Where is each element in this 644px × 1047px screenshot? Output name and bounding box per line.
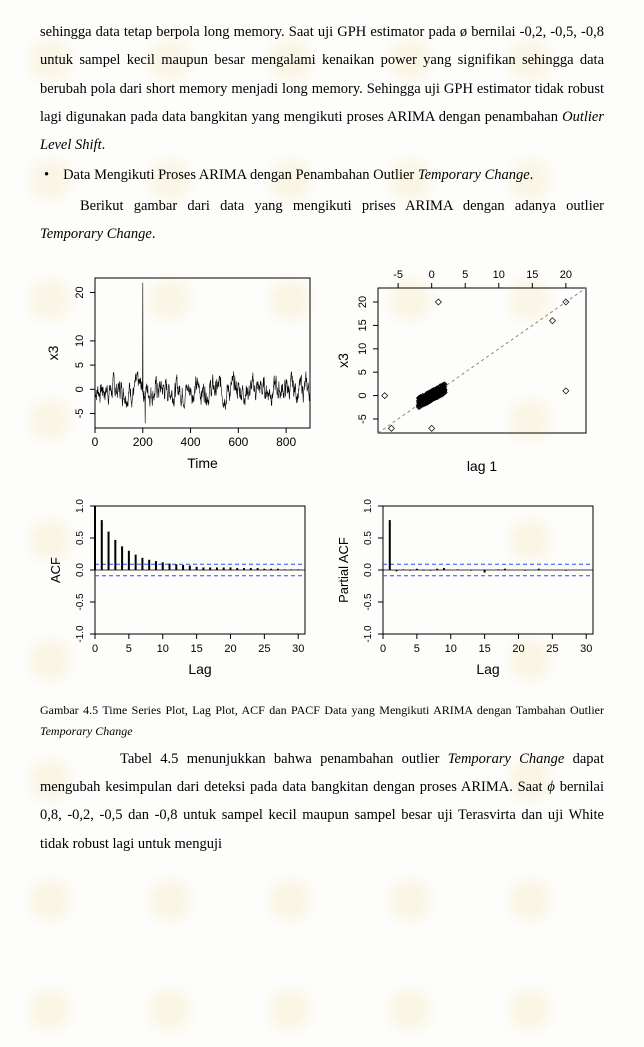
svg-text:20: 20 (74, 287, 86, 299)
svg-text:1.0: 1.0 (363, 499, 374, 513)
svg-text:15: 15 (357, 319, 369, 331)
p1-end: . (102, 137, 106, 153)
page-content: sehingga data tetap berpola long memory.… (0, 0, 644, 858)
svg-text:20: 20 (357, 296, 369, 308)
svg-text:30: 30 (292, 643, 304, 655)
svg-text:0.0: 0.0 (363, 563, 374, 577)
svg-text:25: 25 (546, 643, 558, 655)
svg-text:-5: -5 (357, 414, 369, 424)
p1-text: sehingga data tetap berpola long memory.… (40, 24, 604, 125)
svg-text:0: 0 (74, 386, 86, 392)
svg-text:-5: -5 (393, 269, 403, 281)
ts-svg: 0 200 400 600 800 -5 0 5 10 20 Time x3 (40, 258, 320, 488)
svg-text:lag 1: lag 1 (467, 458, 498, 474)
svg-text:25: 25 (258, 643, 270, 655)
svg-text:1.0: 1.0 (75, 499, 86, 513)
svg-text:600: 600 (228, 435, 248, 449)
p2-b: . (152, 226, 156, 242)
svg-text:5: 5 (357, 369, 369, 375)
svg-text:15: 15 (526, 269, 538, 281)
bullet-end: . (530, 167, 534, 183)
caption-a: Gambar 4.5 Time Series Plot, Lag Plot, A… (40, 703, 604, 717)
timeseries-panel: 0 200 400 600 800 -5 0 5 10 20 Time x3 (40, 258, 322, 488)
svg-text:-1.0: -1.0 (363, 625, 374, 643)
bullet-marker: • (40, 161, 49, 189)
svg-text:Lag: Lag (476, 661, 499, 677)
svg-text:x3: x3 (45, 346, 61, 361)
svg-text:30: 30 (580, 643, 592, 655)
p3-a: Tabel 4.5 menunjukkan bahwa penambahan o… (120, 751, 448, 767)
svg-text:20: 20 (224, 643, 236, 655)
lagplot-panel: -5 0 5 10 15 20 -5 0 5 10 15 20 lag 1 x3 (328, 258, 610, 488)
svg-text:ACF: ACF (48, 557, 63, 583)
p3-it1: Temporary Change (448, 751, 565, 767)
svg-text:0.0: 0.0 (75, 563, 86, 577)
svg-text:10: 10 (74, 335, 86, 347)
svg-text:0: 0 (357, 393, 369, 399)
svg-text:20: 20 (560, 269, 572, 281)
pacf-panel: 0 5 10 15 20 25 30 -1.0 -0.5 0.0 0.5 1.0 Lag Partial … (328, 494, 610, 694)
svg-text:5: 5 (74, 362, 86, 368)
svg-text:15: 15 (478, 643, 490, 655)
bullet-italic: Temporary Change (418, 167, 530, 183)
svg-text:-0.5: -0.5 (75, 593, 86, 611)
svg-text:-0.5: -0.5 (363, 593, 374, 611)
svg-text:0.5: 0.5 (75, 531, 86, 545)
phi-symbol: ϕ (547, 779, 555, 795)
svg-text:800: 800 (276, 435, 296, 449)
p2-italic: Temporary Change (40, 226, 152, 242)
svg-text:200: 200 (133, 435, 153, 449)
pacf-svg: 0 5 10 15 20 25 30 -1.0 -0.5 0.0 0.5 1.0 Lag Partial … (328, 494, 608, 694)
svg-text:x3: x3 (335, 353, 351, 368)
paragraph-2: Berikut gambar dari data yang mengikuti … (40, 192, 604, 249)
svg-text:-1.0: -1.0 (75, 625, 86, 643)
svg-text:0: 0 (429, 269, 435, 281)
bullet-item: • Data Mengikuti Proses ARIMA dengan Pen… (40, 161, 604, 189)
acf-svg: 0 5 10 15 20 25 30 -1.0 -0.5 0.0 0.5 1.0 Lag ACF (40, 494, 320, 694)
svg-text:0.5: 0.5 (363, 531, 374, 545)
figure-caption: Gambar 4.5 Time Series Plot, Lag Plot, A… (40, 700, 604, 741)
svg-text:0: 0 (92, 643, 98, 655)
svg-text:10: 10 (493, 269, 505, 281)
svg-text:15: 15 (190, 643, 202, 655)
bullet-text: Data Mengikuti Proses ARIMA dengan Penam… (63, 161, 604, 189)
acf-panel: 0 5 10 15 20 25 30 -1.0 -0.5 0.0 0.5 1.0 Lag ACF (40, 494, 322, 694)
svg-text:0: 0 (380, 643, 386, 655)
svg-text:20: 20 (512, 643, 524, 655)
caption-italic: Temporary Change (40, 724, 133, 738)
svg-text:10: 10 (157, 643, 169, 655)
svg-text:400: 400 (181, 435, 201, 449)
lag-svg: -5 0 5 10 15 20 -5 0 5 10 15 20 lag 1 x3 (328, 258, 608, 488)
paragraph-3: Tabel 4.5 menunjukkan bahwa penambahan o… (40, 745, 604, 858)
svg-text:10: 10 (357, 343, 369, 355)
p2-a: Berikut gambar dari data yang mengikuti … (80, 198, 604, 214)
bullet-a: Data Mengikuti Proses ARIMA dengan Penam… (63, 167, 418, 183)
svg-text:Time: Time (187, 455, 218, 471)
svg-text:5: 5 (126, 643, 132, 655)
figure-4-5: 0200400600800-5051020Timex3 -505101520-5… (40, 258, 610, 694)
svg-text:5: 5 (462, 269, 468, 281)
svg-text:Partial ACF: Partial ACF (336, 537, 351, 603)
svg-text:10: 10 (445, 643, 457, 655)
paragraph-1: sehingga data tetap berpola long memory.… (40, 18, 604, 159)
svg-text:5: 5 (414, 643, 420, 655)
svg-text:0: 0 (92, 435, 99, 449)
svg-text:Lag: Lag (188, 661, 211, 677)
svg-text:-5: -5 (74, 409, 86, 419)
